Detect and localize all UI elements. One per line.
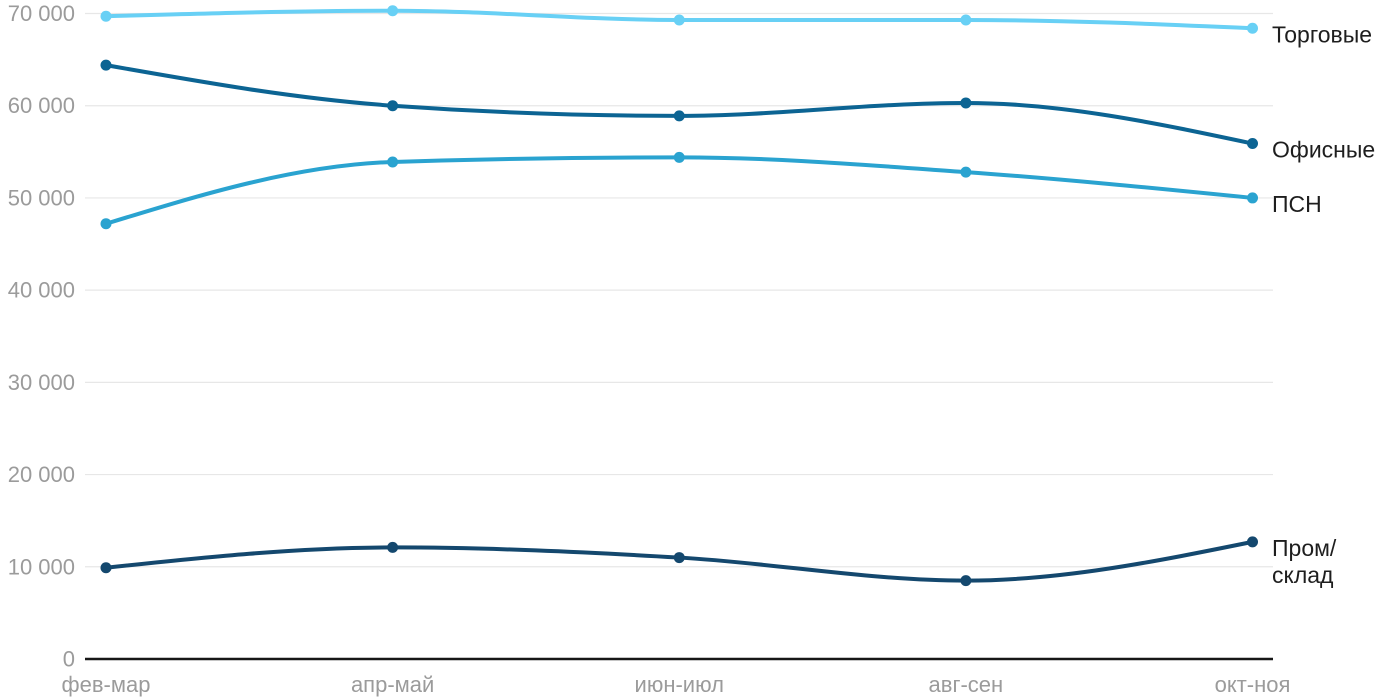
x-axis-label: июн-июл (635, 672, 724, 697)
series-point (673, 151, 685, 163)
series-point (960, 575, 972, 587)
y-tick-label: 20 000 (8, 462, 75, 487)
y-tick-label: 60 000 (8, 93, 75, 118)
series-point (387, 5, 399, 17)
series-point (673, 14, 685, 26)
series-point (960, 97, 972, 109)
series-line-1 (104, 63, 1255, 146)
series-point (1247, 138, 1258, 150)
y-tick-label: 40 000 (8, 278, 75, 303)
series-point (387, 541, 399, 553)
series-point (673, 552, 685, 564)
series-point (100, 218, 112, 230)
y-tick-label: 70 000 (8, 1, 75, 26)
series-point (1247, 192, 1258, 204)
series-label-1: Офисные (1272, 137, 1375, 163)
x-axis-label: апр-май (351, 672, 434, 697)
series-point (387, 100, 399, 112)
series-point (1247, 22, 1258, 34)
series-label-3: Пром/склад (1272, 535, 1337, 588)
series-point (960, 14, 972, 26)
series-point (387, 156, 399, 168)
y-tick-label: 0 (63, 647, 75, 672)
x-axis-label: окт-ноя (1215, 672, 1291, 697)
series-point (100, 59, 112, 71)
series-line-2 (104, 155, 1255, 226)
y-tick-label: 10 000 (8, 554, 75, 579)
y-tick-label: 30 000 (8, 370, 75, 395)
series-point (673, 110, 685, 122)
series-point (100, 562, 112, 574)
series-point (100, 10, 112, 22)
series-label-2: ПСН (1272, 191, 1322, 217)
y-tick-label: 50 000 (8, 185, 75, 210)
series-label-0: Торговые (1272, 21, 1372, 47)
series-point (960, 166, 972, 178)
x-axis-label: фев-мар (62, 672, 151, 697)
series-point (1247, 536, 1258, 548)
x-axis-label: авг-сен (929, 672, 1004, 697)
